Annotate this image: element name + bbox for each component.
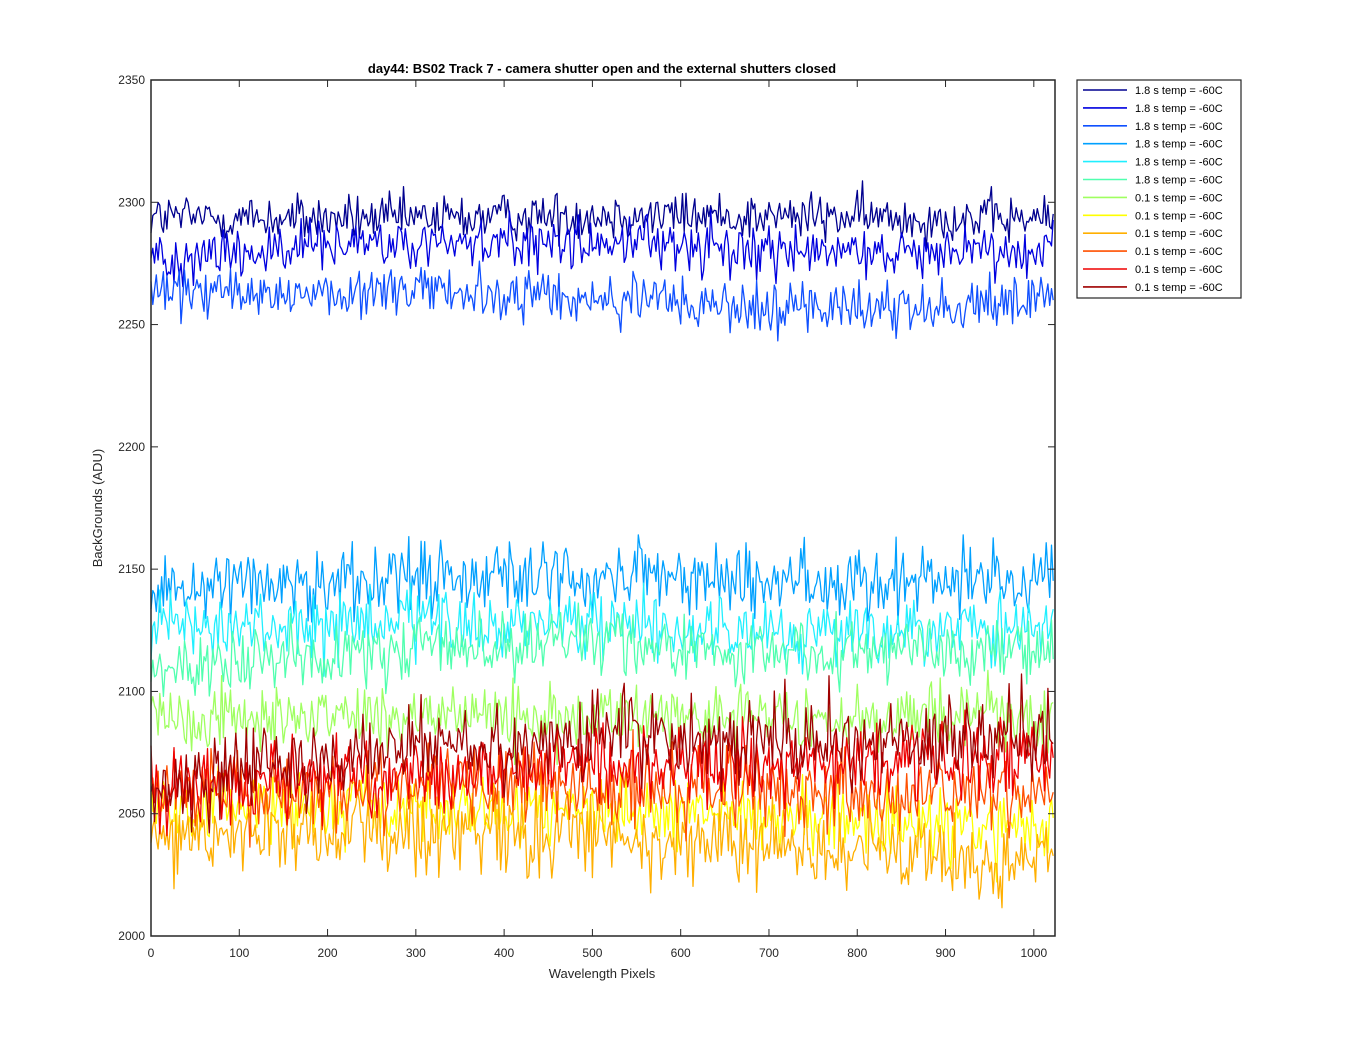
legend-label-3: 1.8 s temp = -60C (1135, 121, 1223, 133)
legend-label-4: 1.8 s temp = -60C (1135, 139, 1223, 151)
y-tick-label-5: 2250 (118, 318, 145, 332)
y-axis-label: BackGrounds (ADU) (90, 449, 105, 567)
x-tick-label-5: 500 (582, 946, 602, 960)
x-axis-label: Wavelength Pixels (549, 966, 656, 981)
series-line-1 (150, 180, 1054, 250)
series-line-5 (150, 582, 1054, 677)
legend-label-7: 0.1 s temp = -60C (1135, 192, 1223, 204)
series-line-10 (150, 729, 1054, 848)
legend-label-8: 0.1 s temp = -60C (1135, 210, 1223, 222)
legend-label-12: 0.1 s temp = -60C (1135, 282, 1223, 294)
y-tick-label-6: 2300 (118, 195, 145, 209)
series-line-12 (150, 673, 1054, 834)
series-line-2 (150, 209, 1054, 288)
series-line-7 (150, 669, 1054, 766)
legend-label-5: 1.8 s temp = -60C (1135, 157, 1223, 169)
x-tick-label-1: 100 (229, 946, 249, 960)
y-tick-label-1: 2050 (118, 807, 145, 821)
legend-label-9: 0.1 s temp = -60C (1135, 228, 1223, 240)
legend-label-10: 0.1 s temp = -60C (1135, 246, 1223, 258)
x-tick-label-6: 600 (671, 946, 691, 960)
y-tick-label-2: 2100 (118, 684, 145, 698)
y-tick-label-4: 2200 (118, 440, 145, 454)
legend: 1.8 s temp = -60C 1.8 s temp = -60C 1.8 s … (1076, 79, 1242, 299)
x-tick-label-0: 0 (148, 946, 155, 960)
series-layer (150, 180, 1054, 909)
y-tick-label-7: 2350 (118, 73, 145, 87)
y-tick-label-0: 2000 (118, 929, 145, 943)
legend-label-6: 1.8 s temp = -60C (1135, 175, 1223, 187)
y-tick-label-3: 2150 (118, 562, 145, 576)
x-tick-label-2: 200 (318, 946, 338, 960)
series-line-8 (150, 764, 1054, 883)
legend-label-2: 1.8 s temp = -60C (1135, 103, 1223, 115)
series-line-9 (150, 769, 1054, 909)
x-tick-label-10: 1000 (1020, 946, 1047, 960)
x-tick-label-4: 400 (494, 946, 514, 960)
legend-box (1076, 79, 1242, 299)
axes-box (150, 79, 1056, 937)
x-tick-label-7: 700 (759, 946, 779, 960)
x-tick-label-9: 900 (936, 946, 956, 960)
legend-label-11: 0.1 s temp = -60C (1135, 264, 1223, 276)
series-line-3 (150, 260, 1054, 342)
x-tick-label-8: 800 (847, 946, 867, 960)
legend-label-1: 1.8 s temp = -60C (1135, 85, 1223, 97)
x-tick-label-3: 300 (406, 946, 426, 960)
ticks-layer: 0 100 200 300 400 500 600 700 800 900 1000 2000 2050… (118, 73, 1055, 960)
chart-title: day44: BS02 Track 7 - camera shutter ope… (368, 61, 836, 76)
series-line-4 (150, 534, 1054, 626)
series-line-6 (150, 602, 1054, 698)
